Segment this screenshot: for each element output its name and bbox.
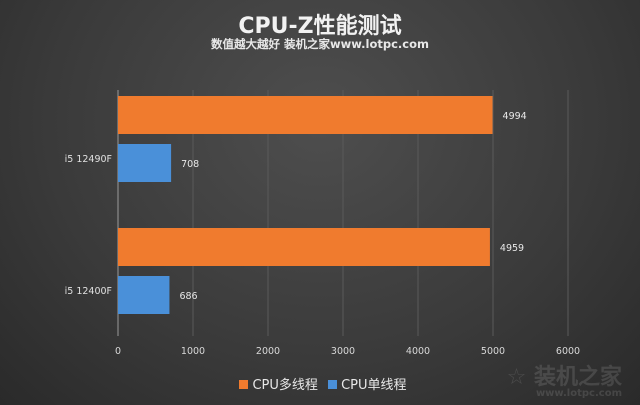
data-label: 4994: [503, 111, 527, 122]
bar: [118, 276, 170, 314]
legend-label-single: CPU单线程: [341, 378, 407, 393]
data-label: 686: [179, 291, 197, 302]
category-label: i5 12400F: [65, 286, 112, 297]
legend: CPU多线程 CPU单线程: [0, 374, 640, 393]
watermark-logo: ☆ 装机之家 www.lotpc.com: [506, 365, 622, 399]
bar: [118, 96, 493, 134]
x-tick-label: 2000: [256, 346, 280, 357]
bar: [118, 144, 172, 182]
chart-subtitle: 数值越大越好 装机之家www.lotpc.com: [211, 37, 429, 51]
x-tick-label: 3000: [331, 346, 355, 357]
legend-swatch-single: [328, 380, 338, 389]
x-tick-label: 4000: [406, 346, 430, 357]
legend-label-multi: CPU多线程: [252, 378, 318, 393]
bar: [118, 228, 490, 266]
chart-title: CPU-Z性能测试: [238, 14, 402, 39]
data-label: 708: [181, 159, 199, 170]
x-tick-label: 5000: [481, 346, 505, 357]
legend-swatch-multi: [239, 380, 249, 389]
data-label: 4959: [500, 243, 524, 254]
x-tick-label: 1000: [181, 346, 205, 357]
x-tick-label: 0: [115, 346, 121, 357]
category-label: i5 12490F: [65, 154, 112, 165]
x-tick-label: 6000: [556, 346, 580, 357]
